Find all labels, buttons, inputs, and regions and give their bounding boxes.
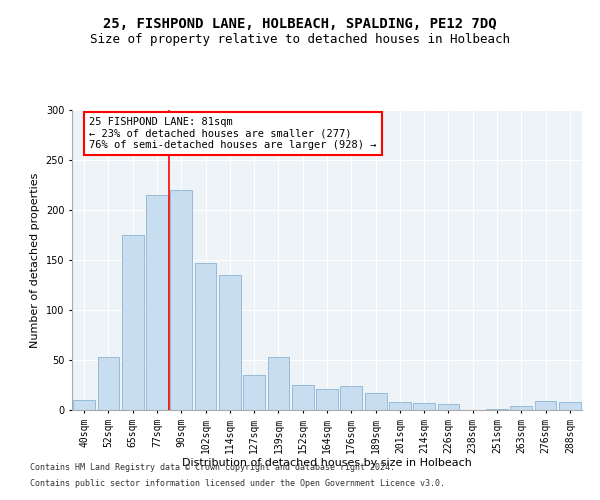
Text: 25 FISHPOND LANE: 81sqm
← 23% of detached houses are smaller (277)
76% of semi-d: 25 FISHPOND LANE: 81sqm ← 23% of detache…: [89, 117, 377, 150]
Bar: [268, 357, 289, 410]
Bar: [365, 393, 386, 410]
Bar: [219, 275, 241, 410]
Bar: [486, 409, 508, 410]
Bar: [437, 404, 460, 410]
Bar: [511, 406, 532, 410]
X-axis label: Distribution of detached houses by size in Holbeach: Distribution of detached houses by size …: [182, 458, 472, 468]
Bar: [316, 389, 338, 410]
Bar: [146, 195, 168, 410]
Bar: [194, 263, 217, 410]
Bar: [559, 402, 581, 410]
Y-axis label: Number of detached properties: Number of detached properties: [30, 172, 40, 348]
Bar: [122, 235, 143, 410]
Text: 25, FISHPOND LANE, HOLBEACH, SPALDING, PE12 7DQ: 25, FISHPOND LANE, HOLBEACH, SPALDING, P…: [103, 18, 497, 32]
Bar: [340, 386, 362, 410]
Bar: [243, 375, 265, 410]
Bar: [97, 357, 119, 410]
Bar: [389, 402, 411, 410]
Bar: [73, 400, 95, 410]
Text: Size of property relative to detached houses in Holbeach: Size of property relative to detached ho…: [90, 32, 510, 46]
Text: Contains public sector information licensed under the Open Government Licence v3: Contains public sector information licen…: [30, 478, 445, 488]
Bar: [413, 403, 435, 410]
Bar: [535, 401, 556, 410]
Bar: [170, 190, 192, 410]
Bar: [292, 385, 314, 410]
Text: Contains HM Land Registry data © Crown copyright and database right 2024.: Contains HM Land Registry data © Crown c…: [30, 464, 395, 472]
